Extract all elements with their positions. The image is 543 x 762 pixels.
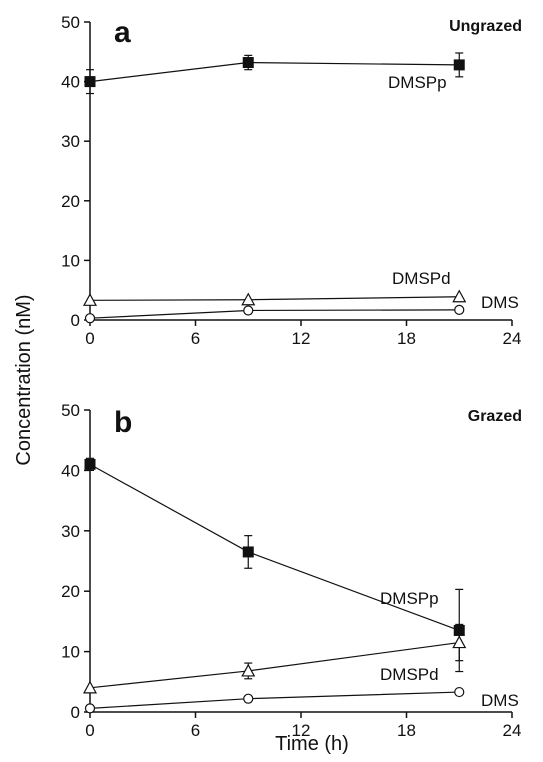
panel-title: Grazed xyxy=(468,408,522,425)
data-point xyxy=(241,663,256,677)
y-tick-label: 50 xyxy=(61,401,80,420)
data-point xyxy=(242,57,254,69)
y-axis-title: Concentration (nM) xyxy=(13,294,35,465)
x-tick-label: 24 xyxy=(503,329,522,348)
series-line xyxy=(89,691,460,709)
series-label: DMS xyxy=(481,293,519,312)
x-tick-label: 12 xyxy=(292,721,311,740)
y-tick-label: 0 xyxy=(71,703,80,722)
series-label: DMSPd xyxy=(380,665,439,684)
panel-letter: b xyxy=(114,406,132,439)
data-point xyxy=(452,635,467,649)
x-tick-label: 6 xyxy=(191,329,200,348)
y-tick-label: 40 xyxy=(61,461,80,480)
y-tick-label: 30 xyxy=(61,522,80,541)
series-label: DMSPp xyxy=(380,589,439,608)
x-tick-label: 24 xyxy=(503,721,522,740)
series-dmspp: DMSPp xyxy=(84,52,465,95)
data-point xyxy=(243,305,254,316)
series-line xyxy=(89,309,460,319)
data-point xyxy=(84,703,96,714)
panel-b: 0 10 20 30 40 50 0 6 12 18 24 b Grazed DMSPp DMSPd DMS xyxy=(61,401,522,740)
x-tick-label: 18 xyxy=(397,329,416,348)
panel-a: 0 10 20 30 40 50 0 6 12 18 24 a Ungrazed DMSPp DMSPd DM… xyxy=(61,13,522,348)
x-tick-label: 0 xyxy=(85,721,94,740)
y-tick-label: 0 xyxy=(71,311,80,330)
x-tick-label: 6 xyxy=(191,721,200,740)
data-point xyxy=(454,686,465,698)
data-point xyxy=(452,289,467,303)
y-tick-label: 10 xyxy=(61,643,80,662)
data-point xyxy=(453,59,465,71)
series-dms: DMS xyxy=(84,686,519,714)
data-point xyxy=(242,546,254,558)
series-dmspd: DMSPd xyxy=(82,623,467,694)
series-label: DMSPd xyxy=(392,269,451,288)
data-point xyxy=(84,76,96,88)
series-label: DMS xyxy=(481,691,519,710)
data-point xyxy=(243,693,254,704)
y-tick-label: 40 xyxy=(61,73,80,92)
series-dmspd: DMSPd xyxy=(82,269,467,306)
series-label: DMSPp xyxy=(388,73,447,92)
y-tick-label: 50 xyxy=(61,13,80,32)
panel-letter: a xyxy=(114,16,131,49)
x-tick-label: 0 xyxy=(85,329,94,348)
y-tick-label: 20 xyxy=(61,192,80,211)
series-line xyxy=(89,296,460,301)
x-tick-label: 12 xyxy=(292,329,311,348)
series-dmspp: DMSPp xyxy=(84,457,465,673)
panel-title: Ungrazed xyxy=(449,18,522,35)
x-axis-title: Time (h) xyxy=(275,733,349,755)
y-tick-label: 10 xyxy=(61,251,80,270)
data-point xyxy=(84,458,96,470)
data-point xyxy=(241,292,256,306)
data-point xyxy=(82,293,98,306)
y-tick-label: 30 xyxy=(61,132,80,151)
data-point xyxy=(82,680,98,694)
data-point xyxy=(454,304,465,315)
data-point xyxy=(84,313,96,324)
y-tick-label: 20 xyxy=(61,582,80,601)
series-dms: DMS xyxy=(84,293,519,324)
x-tick-label: 18 xyxy=(397,721,416,740)
